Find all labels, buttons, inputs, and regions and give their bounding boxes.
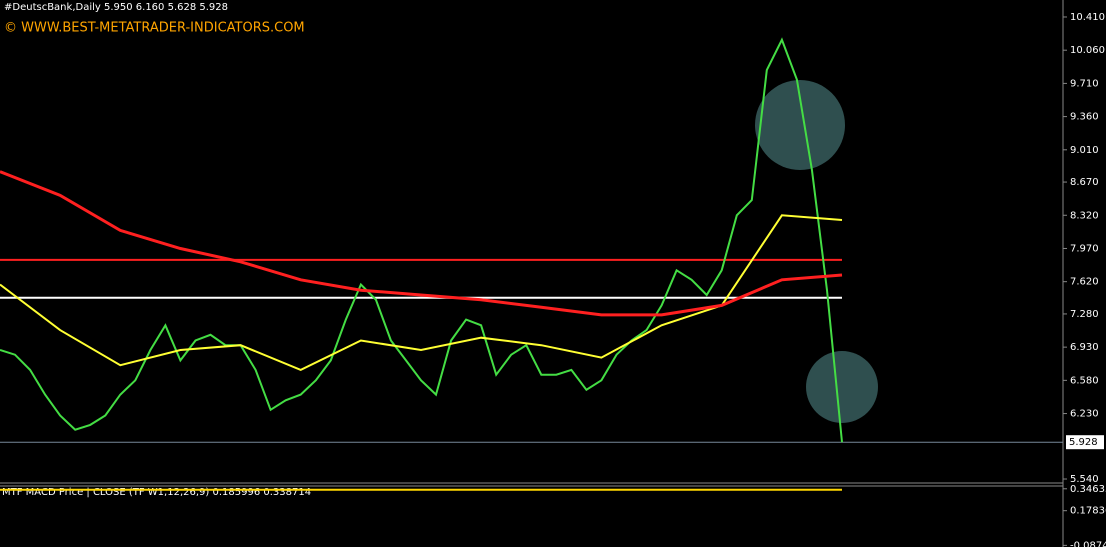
y-tick-label: 0.34635 — [1070, 484, 1106, 495]
y-tick-label: 6.580 — [1070, 375, 1099, 386]
y-tick-label: 7.280 — [1070, 309, 1099, 320]
indicator-title: MTF MACD Price | CLOSE (TF W1,12,26,9) 0… — [2, 487, 311, 498]
y-tick-label: 8.320 — [1070, 210, 1099, 221]
y-tick-label: 9.010 — [1070, 145, 1099, 156]
y-tick-label: 0.17836 — [1070, 506, 1106, 517]
y-tick-label: 5.540 — [1070, 474, 1099, 485]
highlight-circle — [806, 351, 878, 423]
series-line — [0, 37, 843, 443]
y-tick-label: 10.060 — [1070, 45, 1105, 56]
series-line — [0, 170, 843, 317]
y-tick-label: 6.230 — [1070, 409, 1099, 420]
y-tick-label: 9.710 — [1070, 78, 1099, 89]
current-price-box — [1066, 435, 1104, 450]
y-tick-label: 9.360 — [1070, 112, 1099, 123]
y-tick-label: 10.410 — [1070, 12, 1105, 23]
current-price-label: 5.928 — [1069, 437, 1098, 448]
series-line — [0, 214, 843, 371]
highlight-circle — [755, 80, 845, 170]
y-tick-label: 7.970 — [1070, 243, 1099, 254]
y-tick-label: 8.670 — [1070, 177, 1099, 188]
y-tick-label: 6.930 — [1070, 342, 1099, 353]
header: #DeutscBank,Daily 5.950 6.160 5.628 5.92… — [4, 2, 228, 13]
watermark: © WWW.BEST-METATRADER-INDICATORS.COM — [4, 21, 305, 36]
y-tick-label: 7.620 — [1070, 277, 1099, 288]
y-tick-label: -0.08744 — [1070, 540, 1106, 547]
